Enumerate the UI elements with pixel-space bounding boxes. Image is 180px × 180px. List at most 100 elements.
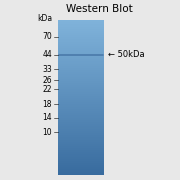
Bar <box>58 138 104 139</box>
Bar <box>58 74 104 75</box>
Bar <box>58 174 104 175</box>
Bar <box>58 104 104 105</box>
Bar <box>58 92 104 93</box>
Bar <box>58 140 104 141</box>
Bar <box>58 135 104 136</box>
Bar <box>58 64 104 65</box>
Bar <box>58 142 104 143</box>
Bar <box>58 49 104 50</box>
Bar <box>58 41 104 42</box>
Bar <box>58 94 104 95</box>
Bar <box>58 26 104 27</box>
Bar <box>58 131 104 132</box>
Bar <box>58 45 104 46</box>
Bar <box>58 124 104 125</box>
Bar <box>58 164 104 165</box>
Bar <box>58 88 104 89</box>
Bar <box>58 153 104 154</box>
Bar <box>58 98 104 99</box>
Bar <box>58 46 104 47</box>
Bar <box>58 144 104 145</box>
Bar <box>58 143 104 144</box>
Bar <box>58 66 104 67</box>
Bar <box>58 100 104 101</box>
Bar <box>58 63 104 64</box>
Bar <box>58 85 104 86</box>
Bar <box>58 156 104 157</box>
Bar <box>58 171 104 172</box>
Bar <box>58 115 104 116</box>
Bar <box>58 161 104 162</box>
Bar <box>58 36 104 37</box>
Bar <box>58 20 104 21</box>
Bar <box>58 137 104 138</box>
Bar <box>58 121 104 122</box>
Bar <box>58 127 104 128</box>
Bar <box>58 90 104 91</box>
Bar <box>58 53 104 54</box>
Bar <box>58 77 104 78</box>
Bar <box>58 27 104 28</box>
Bar <box>58 114 104 115</box>
Text: ← 50kDa: ← 50kDa <box>108 50 145 59</box>
Bar <box>58 71 104 72</box>
Bar <box>58 59 104 60</box>
Bar <box>58 47 104 48</box>
Bar <box>58 82 104 83</box>
Bar <box>58 42 104 43</box>
Bar <box>58 167 104 168</box>
Bar <box>58 107 104 108</box>
Bar <box>58 40 104 41</box>
Bar <box>58 166 104 167</box>
Bar <box>58 99 104 100</box>
Bar <box>58 29 104 30</box>
Bar <box>58 56 104 57</box>
Bar <box>58 75 104 76</box>
Bar <box>58 73 104 74</box>
Bar <box>58 139 104 140</box>
Text: 26: 26 <box>43 76 52 85</box>
Bar <box>58 125 104 126</box>
Bar <box>58 50 104 51</box>
Bar <box>58 21 104 22</box>
Bar <box>58 112 104 113</box>
Bar <box>58 72 104 73</box>
Bar <box>58 34 104 35</box>
Bar <box>58 116 104 117</box>
Bar <box>58 128 104 129</box>
Bar <box>58 123 104 124</box>
Text: 70: 70 <box>42 32 52 41</box>
Bar <box>58 101 104 102</box>
Bar <box>58 44 104 45</box>
Bar <box>58 106 104 107</box>
Bar <box>58 67 104 68</box>
Text: 44: 44 <box>42 50 52 59</box>
Bar <box>58 96 104 97</box>
Bar <box>58 113 104 114</box>
Bar <box>58 155 104 156</box>
Bar <box>58 33 104 34</box>
Bar <box>58 84 104 85</box>
Text: Western Blot: Western Blot <box>66 4 132 15</box>
Bar <box>58 37 104 38</box>
Bar <box>58 79 104 80</box>
Bar <box>58 111 104 112</box>
Bar <box>58 30 104 31</box>
Bar <box>58 62 104 63</box>
Bar <box>58 24 104 25</box>
Bar <box>58 65 104 66</box>
Text: 18: 18 <box>43 100 52 109</box>
Bar <box>58 150 104 151</box>
Bar <box>58 170 104 171</box>
Bar <box>58 60 104 61</box>
Text: 10: 10 <box>43 128 52 137</box>
Bar <box>58 43 104 44</box>
Bar <box>58 25 104 26</box>
Bar <box>58 57 104 58</box>
Bar <box>58 117 104 118</box>
Bar <box>58 154 104 155</box>
Bar <box>58 173 104 174</box>
Bar <box>58 129 104 130</box>
Bar <box>58 148 104 149</box>
Bar <box>58 163 104 164</box>
